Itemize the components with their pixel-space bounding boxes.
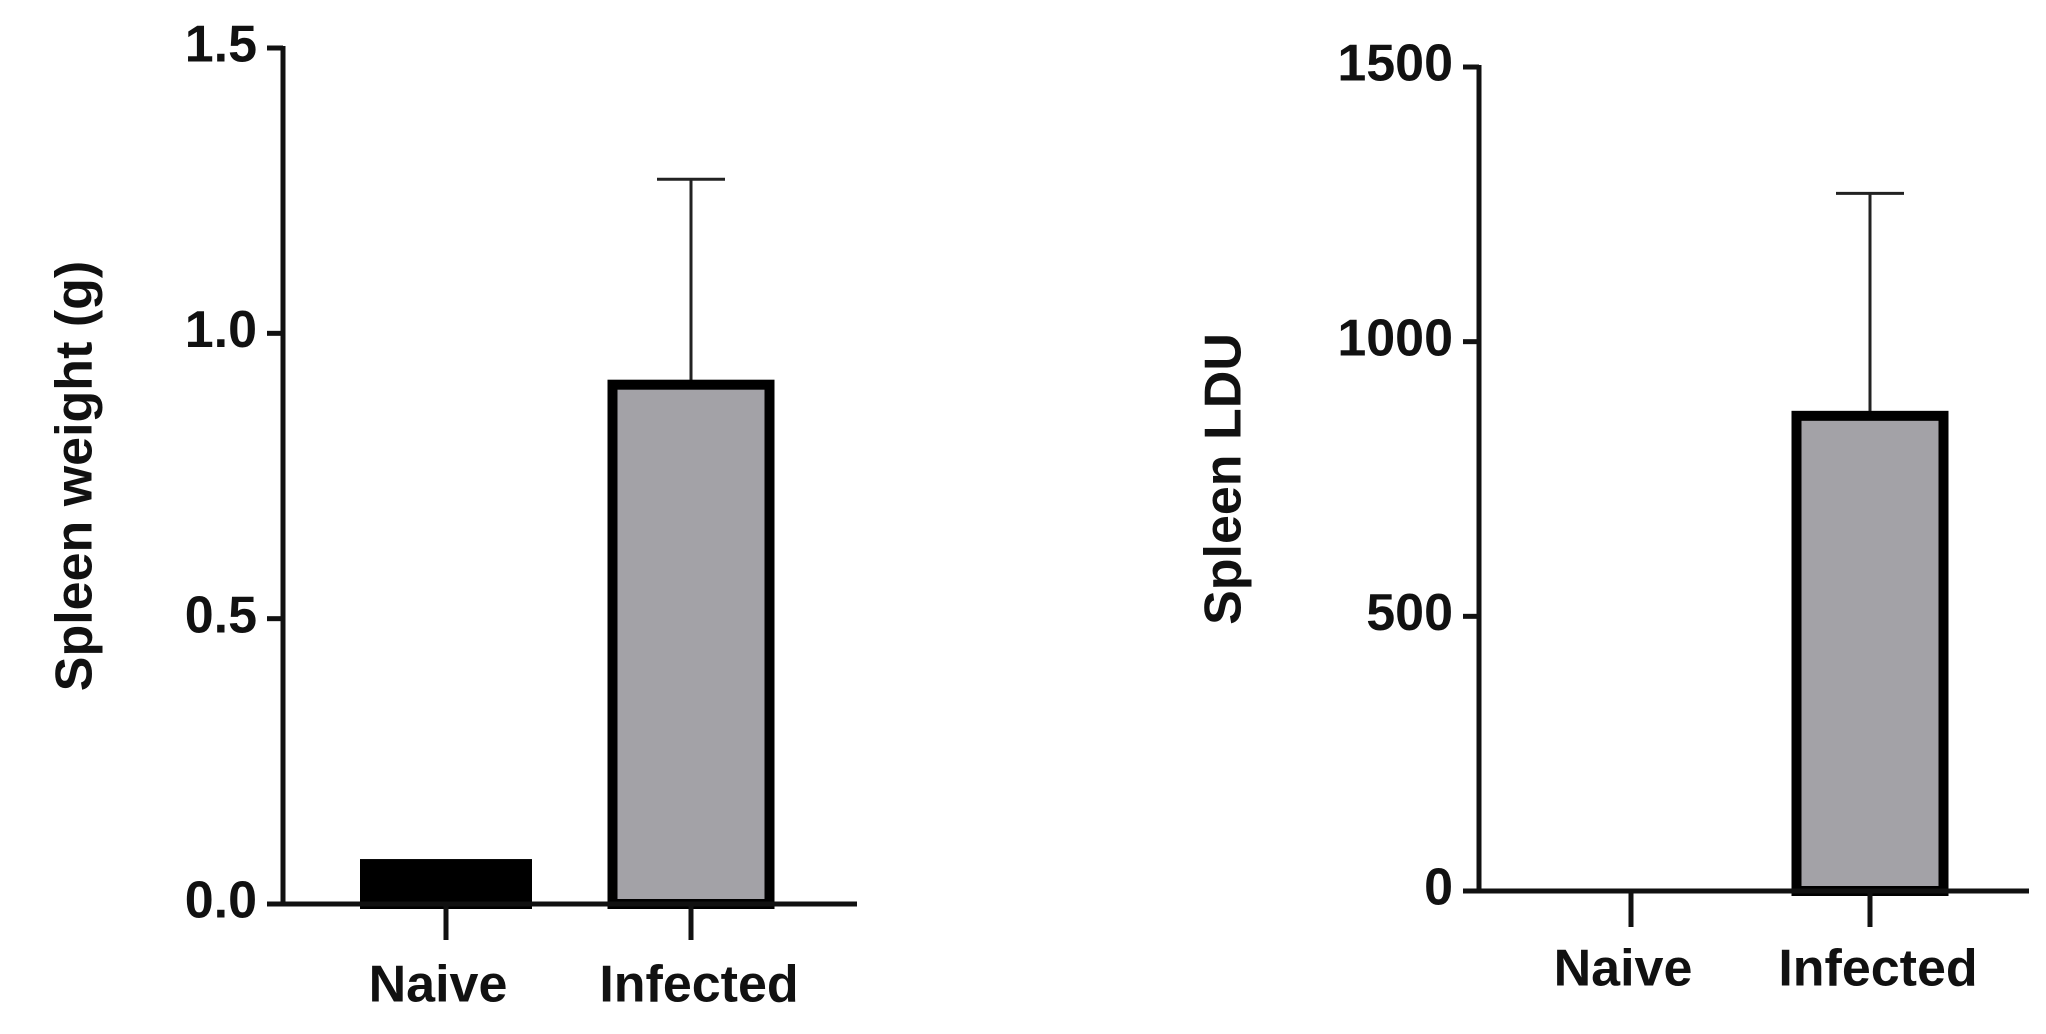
y-tick-label: 1500 bbox=[1337, 35, 1453, 93]
y-tick-label: 0 bbox=[1424, 859, 1453, 917]
y-tick-label: 1000 bbox=[1337, 309, 1453, 367]
x-tick-label: Naive bbox=[1554, 940, 1693, 998]
x-tick-label: Infected bbox=[599, 956, 798, 1014]
x-tick-label: Infected bbox=[1778, 940, 1977, 998]
bar bbox=[360, 859, 532, 910]
y-tick-label: 1.0 bbox=[185, 301, 257, 359]
y-tick-label: 1.5 bbox=[185, 16, 257, 74]
x-tick-label: Naive bbox=[369, 956, 508, 1014]
bar bbox=[1791, 410, 1949, 896]
bar bbox=[607, 379, 775, 909]
y-tick-label: 0.0 bbox=[185, 872, 257, 930]
y-tick-label: 500 bbox=[1366, 584, 1453, 642]
y-axis-label: Spleen LDU bbox=[1195, 333, 1253, 625]
y-axis-label: Spleen weight (g) bbox=[46, 261, 104, 691]
y-tick-label: 0.5 bbox=[185, 586, 257, 644]
